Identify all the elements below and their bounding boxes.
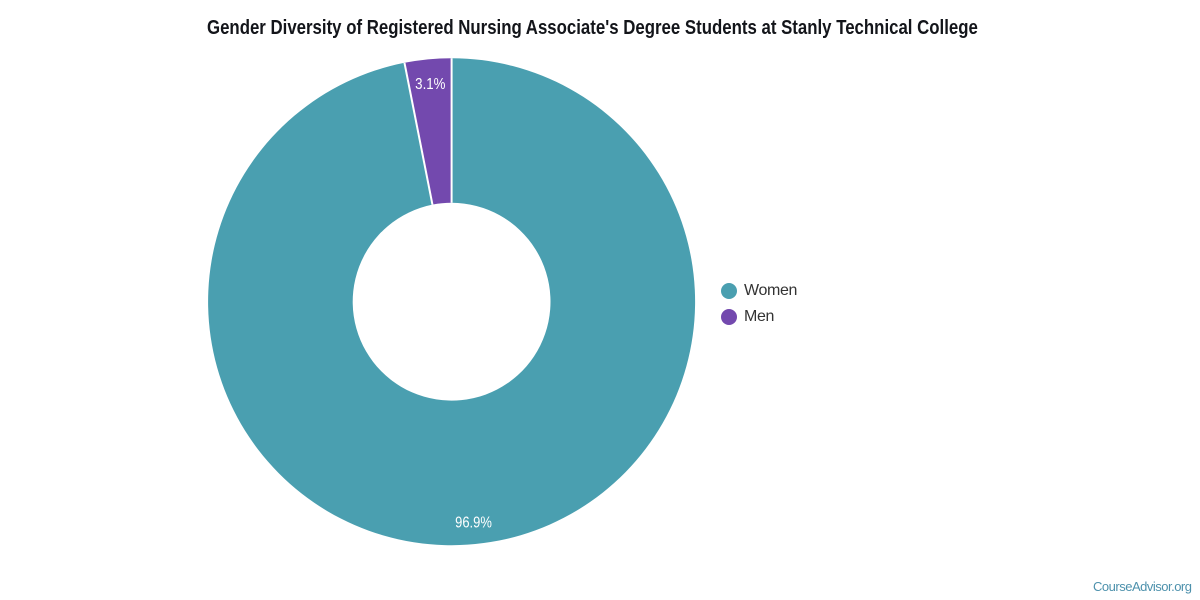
svg-text:96.9%: 96.9% — [455, 514, 492, 532]
svg-text:3.1%: 3.1% — [415, 76, 445, 93]
